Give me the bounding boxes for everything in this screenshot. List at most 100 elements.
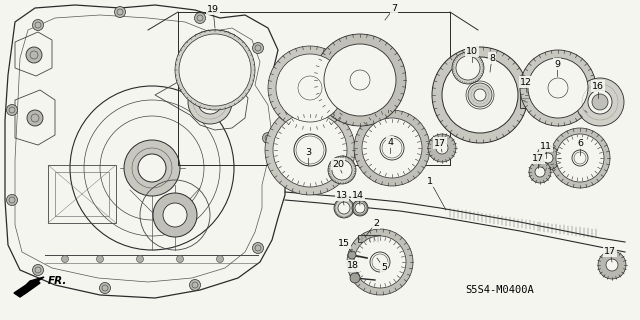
Text: 17: 17: [434, 139, 446, 148]
Polygon shape: [14, 277, 44, 297]
Circle shape: [188, 80, 232, 124]
Circle shape: [189, 279, 200, 291]
Text: 11: 11: [540, 141, 552, 150]
Circle shape: [197, 50, 233, 86]
Text: 3: 3: [305, 148, 311, 156]
Circle shape: [262, 132, 273, 143]
Circle shape: [61, 255, 68, 262]
Circle shape: [6, 105, 17, 116]
Text: S5S4-M0400A: S5S4-M0400A: [466, 285, 534, 295]
Circle shape: [354, 110, 430, 186]
Circle shape: [273, 113, 347, 187]
Circle shape: [33, 20, 44, 30]
Circle shape: [556, 134, 604, 182]
Text: 2: 2: [373, 219, 379, 228]
Circle shape: [265, 105, 355, 195]
Bar: [55, 172, 109, 216]
Text: 4: 4: [387, 138, 393, 147]
Circle shape: [6, 195, 17, 205]
Bar: [520, 88, 536, 108]
Circle shape: [347, 229, 413, 295]
Circle shape: [33, 265, 44, 276]
Circle shape: [296, 74, 324, 102]
Circle shape: [364, 120, 420, 176]
Circle shape: [27, 110, 43, 126]
Circle shape: [558, 136, 602, 180]
Circle shape: [543, 153, 553, 163]
Circle shape: [268, 46, 352, 130]
Circle shape: [380, 136, 404, 160]
Circle shape: [536, 146, 560, 170]
Circle shape: [442, 57, 518, 133]
Circle shape: [253, 43, 264, 53]
Circle shape: [436, 142, 448, 154]
Text: 6: 6: [577, 139, 583, 148]
Circle shape: [362, 118, 422, 178]
Circle shape: [179, 34, 251, 106]
Circle shape: [354, 236, 406, 288]
Circle shape: [456, 56, 480, 80]
Text: 9: 9: [554, 60, 560, 68]
Circle shape: [153, 193, 197, 237]
Text: 18: 18: [347, 261, 359, 270]
Circle shape: [468, 83, 492, 107]
Circle shape: [294, 134, 326, 166]
Circle shape: [136, 255, 143, 262]
Circle shape: [115, 6, 125, 18]
Circle shape: [334, 198, 354, 218]
Circle shape: [588, 90, 612, 114]
Circle shape: [356, 238, 404, 286]
Text: 7: 7: [391, 4, 397, 12]
Circle shape: [529, 161, 551, 183]
Circle shape: [520, 50, 596, 126]
Circle shape: [606, 259, 618, 271]
Circle shape: [177, 30, 253, 106]
Text: 17: 17: [604, 246, 616, 255]
Circle shape: [528, 58, 588, 118]
Text: 16: 16: [592, 82, 604, 91]
Text: 8: 8: [489, 53, 495, 62]
Text: 17: 17: [532, 154, 544, 163]
Circle shape: [352, 200, 368, 216]
Circle shape: [428, 134, 456, 162]
Circle shape: [355, 203, 365, 213]
Circle shape: [124, 140, 180, 196]
Circle shape: [195, 12, 205, 23]
Circle shape: [432, 47, 528, 143]
Text: 5: 5: [381, 263, 387, 273]
Circle shape: [26, 47, 42, 63]
Circle shape: [253, 243, 264, 253]
Circle shape: [324, 44, 396, 116]
Text: 19: 19: [207, 4, 219, 13]
Circle shape: [278, 56, 342, 120]
Circle shape: [276, 54, 344, 122]
Text: 14: 14: [352, 190, 364, 199]
Circle shape: [177, 255, 184, 262]
Circle shape: [332, 160, 352, 180]
Bar: [48, 165, 116, 223]
Circle shape: [275, 115, 345, 185]
Text: 13: 13: [336, 190, 348, 199]
Circle shape: [175, 30, 255, 110]
Circle shape: [572, 150, 588, 166]
Circle shape: [163, 203, 187, 227]
Circle shape: [198, 90, 222, 114]
Circle shape: [550, 128, 610, 188]
Circle shape: [348, 251, 356, 259]
Circle shape: [338, 202, 350, 214]
Circle shape: [328, 156, 356, 184]
Circle shape: [350, 273, 360, 283]
Circle shape: [535, 167, 545, 177]
Circle shape: [201, 54, 229, 82]
Circle shape: [370, 252, 390, 272]
Circle shape: [314, 34, 406, 126]
Circle shape: [598, 251, 626, 279]
Text: 12: 12: [520, 77, 532, 86]
Circle shape: [208, 61, 222, 75]
Text: 20: 20: [332, 159, 344, 169]
Circle shape: [576, 78, 624, 126]
Circle shape: [216, 255, 223, 262]
Text: 10: 10: [466, 46, 478, 55]
Circle shape: [99, 283, 111, 293]
Circle shape: [452, 52, 484, 84]
